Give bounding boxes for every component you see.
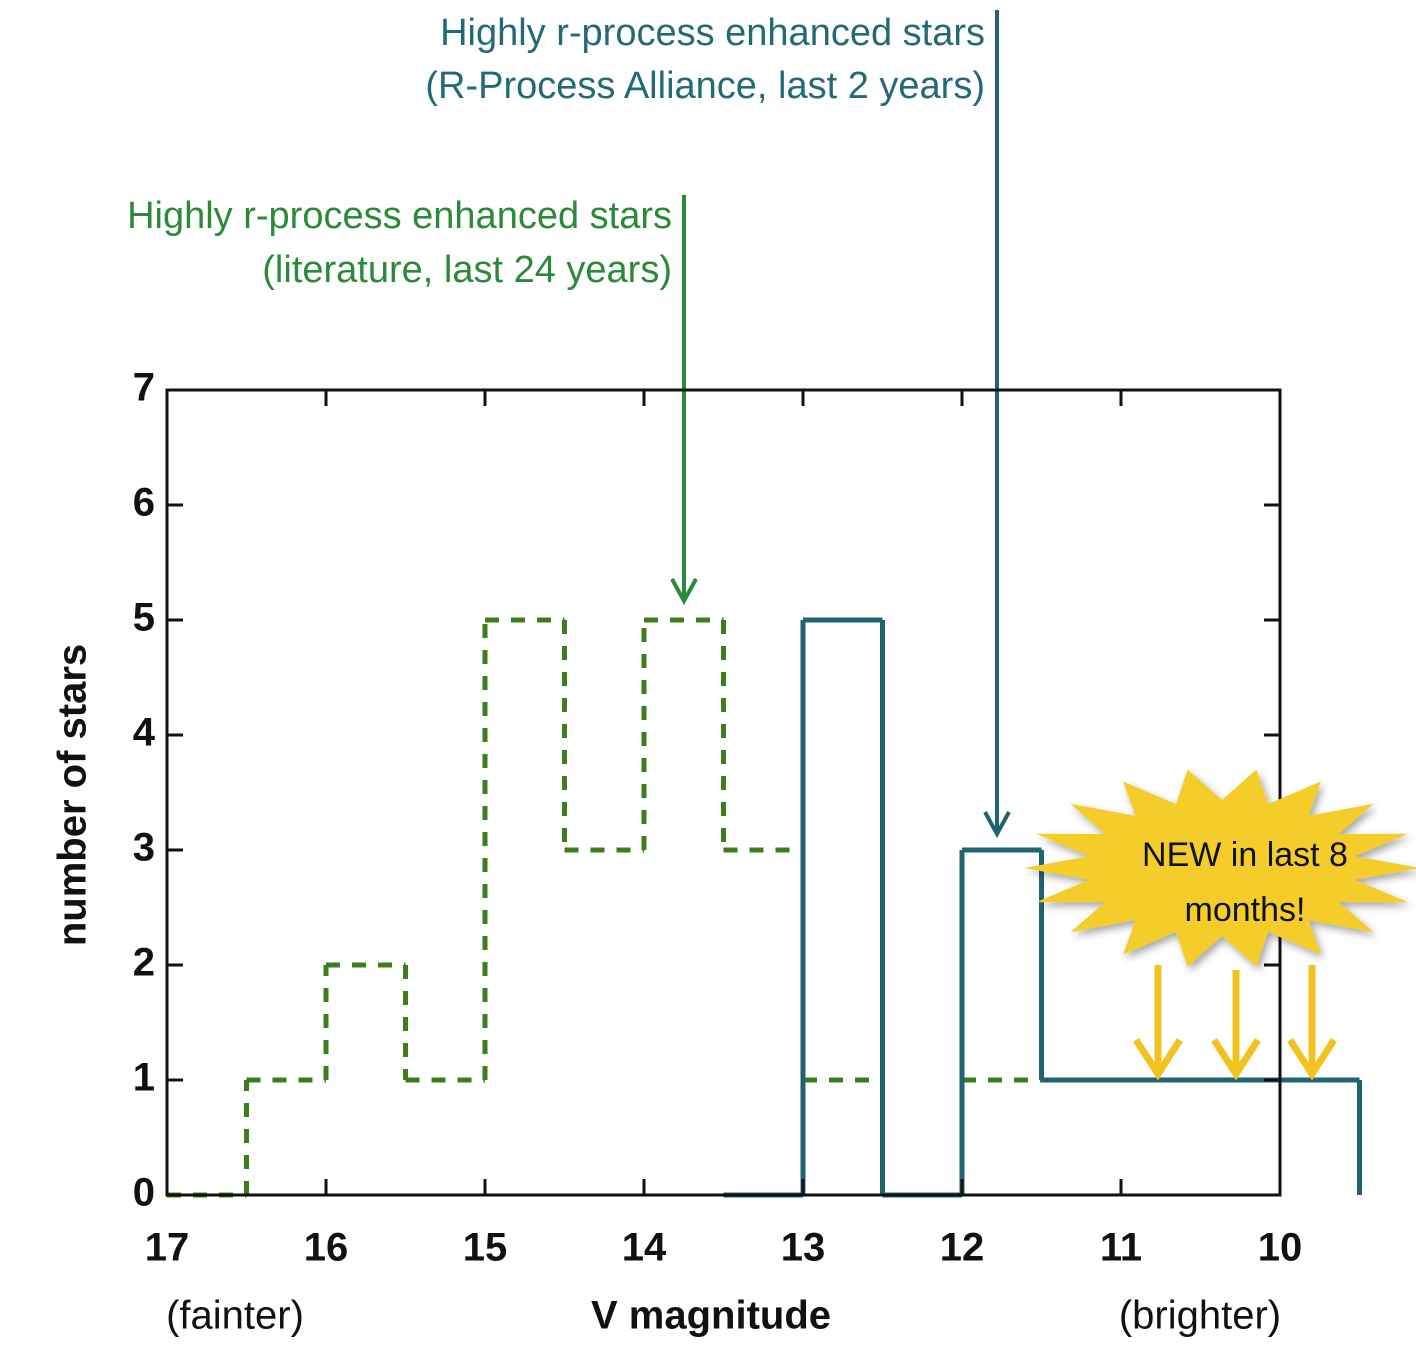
y-axis-label: number of stars — [51, 644, 95, 946]
annotation-text: NEW in last 8 — [1142, 836, 1348, 874]
y-tick-label: 2 — [133, 941, 155, 985]
highlight-arrows — [1133, 965, 1337, 1081]
annotation-text: (R-Process Alliance, last 2 years) — [425, 65, 985, 107]
axis-frame — [165, 388, 1282, 1197]
y-tick-label: 0 — [133, 1171, 155, 1215]
x-tick-label: 17 — [145, 1226, 190, 1270]
annotation-text: Highly r-process enhanced stars — [440, 12, 985, 54]
x-tick-label: 15 — [463, 1226, 508, 1270]
annotation-text: (literature, last 24 years) — [262, 249, 672, 291]
x-tick-label: 13 — [781, 1226, 826, 1270]
x-tick-label: 14 — [622, 1226, 667, 1270]
starburst: NEW in last 8 months! — [1024, 769, 1416, 967]
x-tick-label: 12 — [940, 1226, 985, 1270]
annotation-literature: Highly r-process enhanced stars (literat… — [127, 195, 672, 291]
annotation-arrow — [983, 10, 1011, 839]
y-tick-label: 1 — [133, 1056, 155, 1100]
annotation-rpa: Highly r-process enhanced stars (R-Proce… — [425, 12, 985, 107]
x-axis-label: V magnitude — [591, 1294, 831, 1338]
x-tick-label: 10 — [1258, 1226, 1303, 1270]
x-tick-label: 16 — [304, 1226, 349, 1270]
y-tick-label: 6 — [133, 481, 155, 525]
annotation-text: Highly r-process enhanced stars — [127, 195, 672, 237]
y-tick-label: 4 — [133, 711, 156, 755]
annotation-fainter: (fainter) — [166, 1294, 304, 1338]
annotation-arrow — [670, 195, 698, 606]
x-tick-label: 11 — [1100, 1226, 1142, 1270]
starburst-shape — [1024, 769, 1416, 967]
y-tick-label: 5 — [133, 596, 155, 640]
y-tick-label: 3 — [133, 826, 155, 870]
annotation-text: months! — [1185, 891, 1306, 929]
annotation-brighter: (brighter) — [1119, 1294, 1281, 1338]
y-tick-label: 7 — [133, 366, 155, 410]
